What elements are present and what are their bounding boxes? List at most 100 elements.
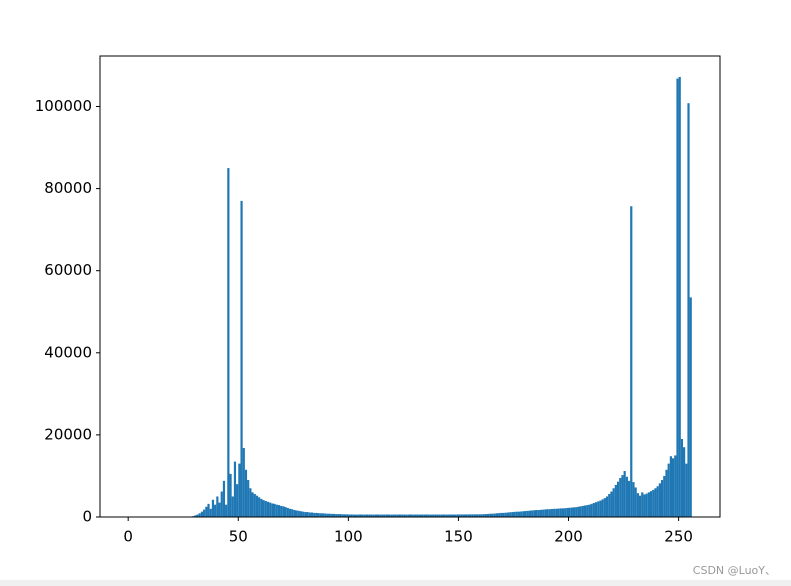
bar [597, 501, 600, 517]
bar [621, 475, 624, 517]
bar [205, 506, 208, 517]
bar [476, 514, 479, 517]
bar [603, 498, 606, 517]
bar [610, 491, 613, 517]
bar [339, 514, 342, 517]
bar [638, 495, 642, 517]
bar [271, 503, 274, 517]
bar [293, 510, 296, 517]
bar [233, 461, 237, 517]
bar [471, 514, 474, 517]
bar [365, 514, 369, 517]
bar [302, 511, 305, 517]
bar [509, 512, 512, 517]
bar [590, 503, 593, 517]
bar [398, 514, 402, 517]
y-tick-label: 60000 [44, 261, 92, 279]
bar [564, 508, 567, 517]
bar [566, 507, 569, 517]
bar [586, 505, 589, 517]
x-tick-label: 0 [123, 528, 133, 546]
bar [678, 76, 681, 517]
bar [262, 500, 265, 517]
bar [502, 512, 505, 517]
bar [627, 480, 631, 517]
bar [381, 514, 384, 517]
x-tick-label: 150 [444, 528, 473, 546]
bar [669, 456, 673, 517]
bar [328, 513, 331, 517]
x-tick-label: 50 [229, 528, 248, 546]
bar [473, 514, 477, 517]
bar [269, 502, 272, 517]
bar [370, 514, 373, 517]
x-tick-label: 200 [554, 528, 583, 546]
bar [467, 514, 470, 517]
bar [236, 484, 239, 517]
bar [506, 512, 510, 517]
bar [416, 514, 419, 517]
bar [588, 504, 591, 517]
bar [200, 511, 204, 517]
bar [449, 514, 452, 517]
bar [207, 503, 210, 517]
bar [392, 514, 395, 517]
bar [242, 448, 245, 517]
bar [291, 509, 294, 517]
bar [220, 491, 223, 517]
bar [304, 512, 307, 517]
bar [619, 478, 622, 517]
bar [660, 480, 664, 517]
bar [526, 510, 529, 517]
bar [445, 514, 448, 517]
bar [436, 514, 439, 517]
bar [368, 514, 371, 517]
bar [579, 506, 582, 517]
bar [255, 495, 259, 517]
bar [251, 492, 254, 517]
watermark: CSDN @LuoY、 [693, 564, 776, 577]
bar [504, 512, 507, 517]
bar [443, 514, 446, 517]
bar [601, 499, 604, 517]
bar [636, 493, 639, 517]
bar [634, 487, 637, 517]
bar [297, 510, 300, 517]
y-tick-label: 100000 [35, 97, 92, 115]
bar [282, 506, 285, 517]
bar [376, 514, 380, 517]
bar [216, 496, 219, 517]
bar [361, 514, 364, 517]
bar [647, 492, 650, 517]
plot-frame [99, 55, 721, 518]
bar [414, 514, 417, 517]
bar [418, 514, 422, 517]
bar [608, 494, 611, 517]
bar [363, 514, 366, 517]
bar [247, 480, 250, 517]
bar [350, 514, 353, 517]
bar [493, 513, 496, 517]
bar [308, 512, 311, 517]
bar [630, 206, 633, 517]
x-tick-label: 100 [334, 528, 363, 546]
bar [341, 514, 344, 517]
bar [667, 463, 670, 517]
bar [387, 514, 391, 517]
bar [680, 439, 684, 517]
bar [665, 469, 668, 517]
bar [317, 513, 320, 517]
bar [284, 507, 287, 517]
bar [313, 512, 316, 517]
bar [319, 513, 322, 517]
bar [280, 505, 283, 517]
bar [379, 514, 382, 517]
bar [458, 514, 461, 517]
bar [359, 514, 362, 517]
bar [240, 200, 243, 517]
bar [553, 508, 556, 517]
bar [249, 488, 252, 517]
bar [557, 508, 560, 517]
bar [401, 514, 404, 517]
